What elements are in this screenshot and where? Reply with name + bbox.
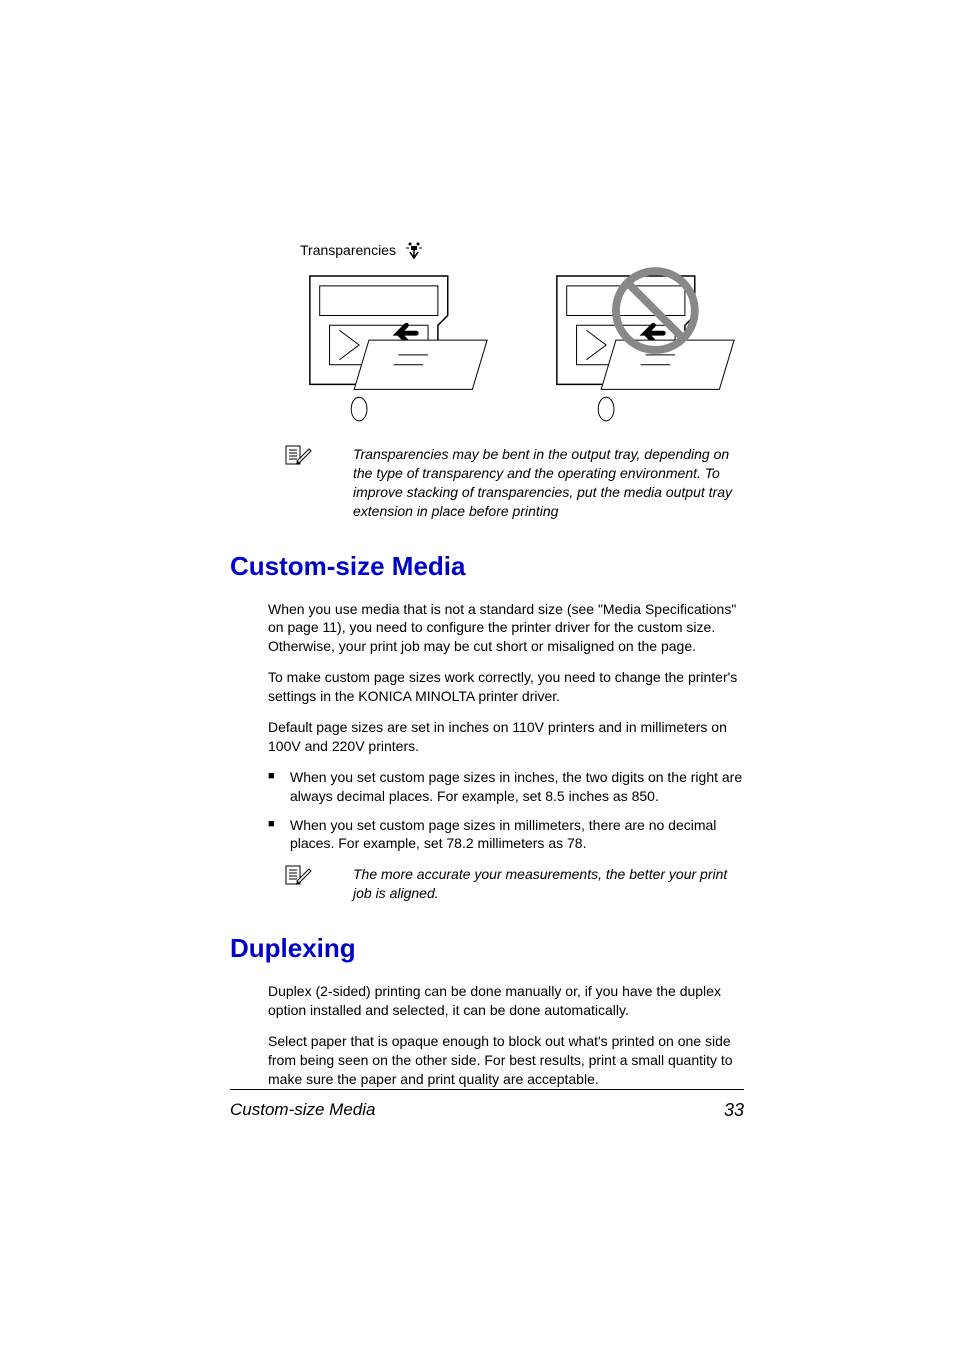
printer-incorrect-illustration <box>547 265 744 425</box>
printer-correct-illustration <box>300 265 497 425</box>
note-block-2: The more accurate your measurements, the… <box>285 865 744 903</box>
section2-p2: Select paper that is opaque enough to bl… <box>268 1032 744 1089</box>
illustration-label-row: Transparencies <box>300 240 744 260</box>
bullet-item: When you set custom page sizes in millim… <box>268 816 744 854</box>
note-icon <box>285 865 313 887</box>
face-down-icon <box>404 240 424 260</box>
heading-custom-size-media: Custom-size Media <box>230 551 744 582</box>
transparencies-label: Transparencies <box>300 242 396 258</box>
section1-p2: To make custom page sizes work correctly… <box>268 668 744 706</box>
page-footer: Custom-size Media 33 <box>230 1089 744 1121</box>
footer-page-number: 33 <box>724 1100 744 1121</box>
note-text-2: The more accurate your measurements, the… <box>325 865 744 903</box>
document-page: Transparencies <box>0 0 954 1351</box>
note-icon <box>285 445 313 467</box>
footer-title: Custom-size Media <box>230 1100 376 1121</box>
illustration-row <box>300 265 744 425</box>
note-block-1: Transparencies may be bent in the output… <box>285 445 744 521</box>
section1-p3: Default page sizes are set in inches on … <box>268 718 744 756</box>
section1-p1: When you use media that is not a standar… <box>268 600 744 657</box>
section2-p1: Duplex (2-sided) printing can be done ma… <box>268 982 744 1020</box>
note-text-1: Transparencies may be bent in the output… <box>325 445 744 521</box>
section1-bullets: When you set custom page sizes in inches… <box>268 768 744 854</box>
bullet-item: When you set custom page sizes in inches… <box>268 768 744 806</box>
heading-duplexing: Duplexing <box>230 933 744 964</box>
